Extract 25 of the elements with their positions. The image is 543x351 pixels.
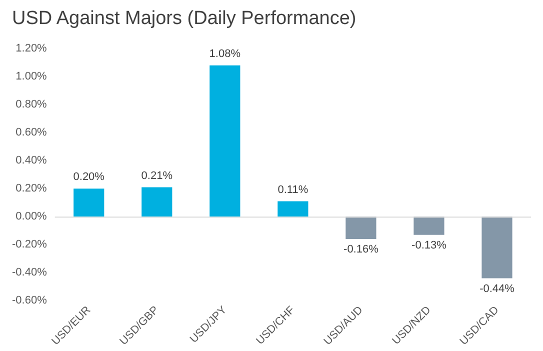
bar xyxy=(414,216,444,235)
data-label: 0.11% xyxy=(278,184,308,196)
bar xyxy=(278,201,308,217)
y-tick-label: 0.20% xyxy=(16,182,48,195)
y-tick-label: 1.00% xyxy=(16,70,48,83)
chart-title: USD Against Majors (Daily Performance) xyxy=(12,8,356,30)
y-tick-label: 0.60% xyxy=(16,126,48,139)
y-tick-label: 1.20% xyxy=(16,42,48,55)
data-label: -0.16% xyxy=(344,244,379,256)
y-tick-label: -0.20% xyxy=(12,238,48,251)
data-label: 1.08% xyxy=(209,48,241,60)
y-tick-label: 0.00% xyxy=(16,210,48,223)
bar xyxy=(142,187,172,217)
y-tick-label: -0.40% xyxy=(12,266,48,279)
data-label: -0.13% xyxy=(412,239,447,252)
y-tick-label: 0.40% xyxy=(16,154,48,167)
bar xyxy=(482,216,512,278)
bar xyxy=(74,188,104,217)
bar xyxy=(210,65,240,217)
data-label: 0.20% xyxy=(73,171,105,184)
y-tick-label: -0.60% xyxy=(12,294,48,307)
y-tick-label: 0.80% xyxy=(16,98,48,111)
data-label: 0.21% xyxy=(141,170,173,182)
data-label: -0.44% xyxy=(480,282,515,295)
bar xyxy=(346,216,376,240)
